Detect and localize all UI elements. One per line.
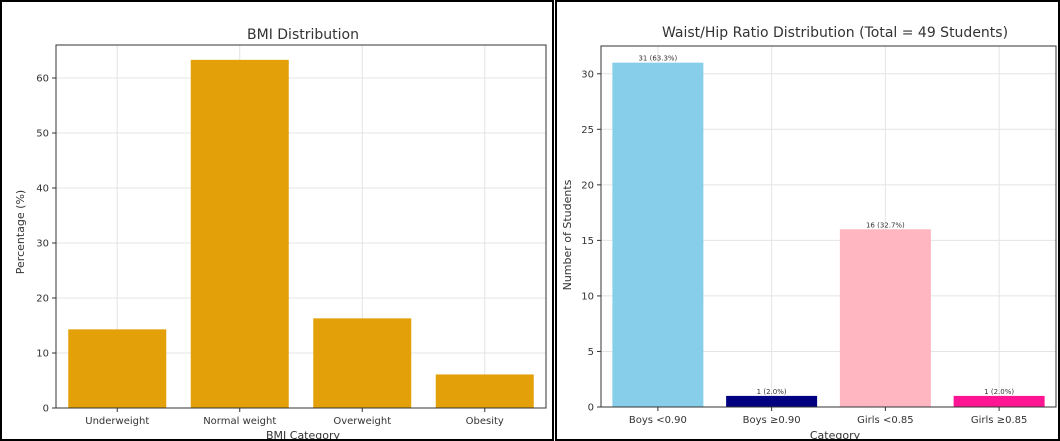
- y-tick-label: 0: [588, 403, 594, 414]
- x-tick-label: Underweight: [85, 416, 149, 427]
- x-tick-label: Girls ≥0.85: [971, 415, 1027, 426]
- chart-title: Waist/Hip Ratio Distribution (Total = 49…: [662, 25, 1008, 41]
- y-tick-label: 5: [588, 347, 594, 358]
- y-tick-label: 60: [36, 74, 49, 85]
- x-tick-label: Girls <0.85: [857, 415, 913, 426]
- data-label: 31 (63.3%): [638, 55, 677, 63]
- y-tick-label: 50: [36, 129, 49, 140]
- waist-hip-chart-panel: 31 (63.3%) 1 (2.0%) 16 (32.7%) 1 (2.0%) 0 5 1…: [555, 0, 1060, 441]
- data-label: 16 (32.7%): [866, 221, 905, 229]
- bar: [435, 374, 534, 408]
- y-tick-label: 15: [581, 236, 594, 247]
- data-label: 1 (2.0%): [984, 388, 1014, 396]
- bar: [190, 59, 289, 408]
- data-label: 1 (2.0%): [757, 388, 787, 396]
- x-tick-label: Boys <0.90: [629, 415, 687, 426]
- chart-title: BMI Distribution: [247, 27, 359, 43]
- x-axis-label: Category: [810, 429, 861, 439]
- y-tick-label: 40: [36, 184, 49, 195]
- plot-frame: [600, 45, 1057, 408]
- y-tick-label: 30: [581, 69, 594, 80]
- waist-hip-distribution-chart: 31 (63.3%) 1 (2.0%) 16 (32.7%) 1 (2.0%) 0 5 1…: [561, 25, 1057, 439]
- y-tick-label: 10: [36, 349, 49, 360]
- bmi-distribution-chart: 0 10 20 30 40 50 60 Underweight Normal weight Ove…: [14, 27, 547, 439]
- bar: [313, 318, 412, 408]
- x-tick-label: Normal weight: [203, 416, 276, 427]
- y-tick-label: 20: [581, 180, 594, 191]
- bar: [726, 395, 818, 407]
- bmi-chart-panel: 0 10 20 30 40 50 60 Underweight Normal weight Ove…: [0, 0, 554, 441]
- y-tick-label: 30: [36, 239, 49, 250]
- bar: [953, 395, 1045, 407]
- x-tick-label: Overweight: [333, 416, 391, 427]
- y-tick-label: 10: [581, 291, 594, 302]
- bar: [839, 229, 931, 407]
- y-tick-label: 25: [581, 125, 594, 136]
- x-tick-label: Boys ≥0.90: [743, 415, 801, 426]
- y-tick-label: 0: [43, 404, 49, 415]
- bar: [68, 329, 167, 408]
- y-axis-label: Number of Students: [561, 179, 574, 290]
- x-tick-label: Obesity: [466, 416, 504, 427]
- y-tick-label: 20: [36, 294, 49, 305]
- bar: [612, 62, 704, 408]
- y-axis-label: Percentage (%): [14, 190, 27, 274]
- x-axis-label: BMI Category: [266, 429, 341, 439]
- plot-frame: [55, 44, 547, 409]
